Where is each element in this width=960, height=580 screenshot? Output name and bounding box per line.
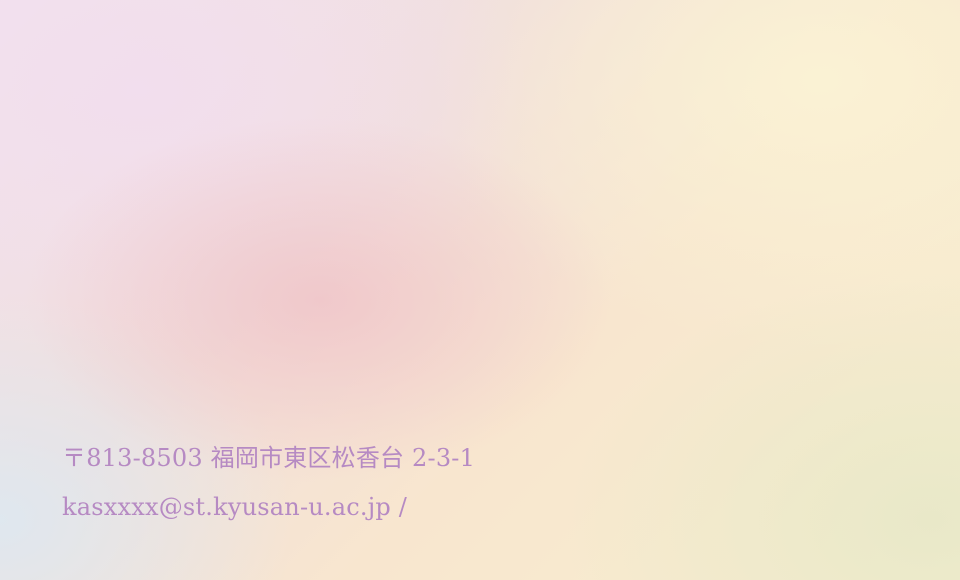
email-address: kasxxxx@st.kyusan-u.ac.jp / [62,493,408,521]
contact-info: 〒813-8503 福岡市東区松香台 2-3-1 kasxxxx@st.kyus… [62,446,475,519]
postal-address: 〒813-8503 福岡市東区松香台 2-3-1 [62,444,476,472]
